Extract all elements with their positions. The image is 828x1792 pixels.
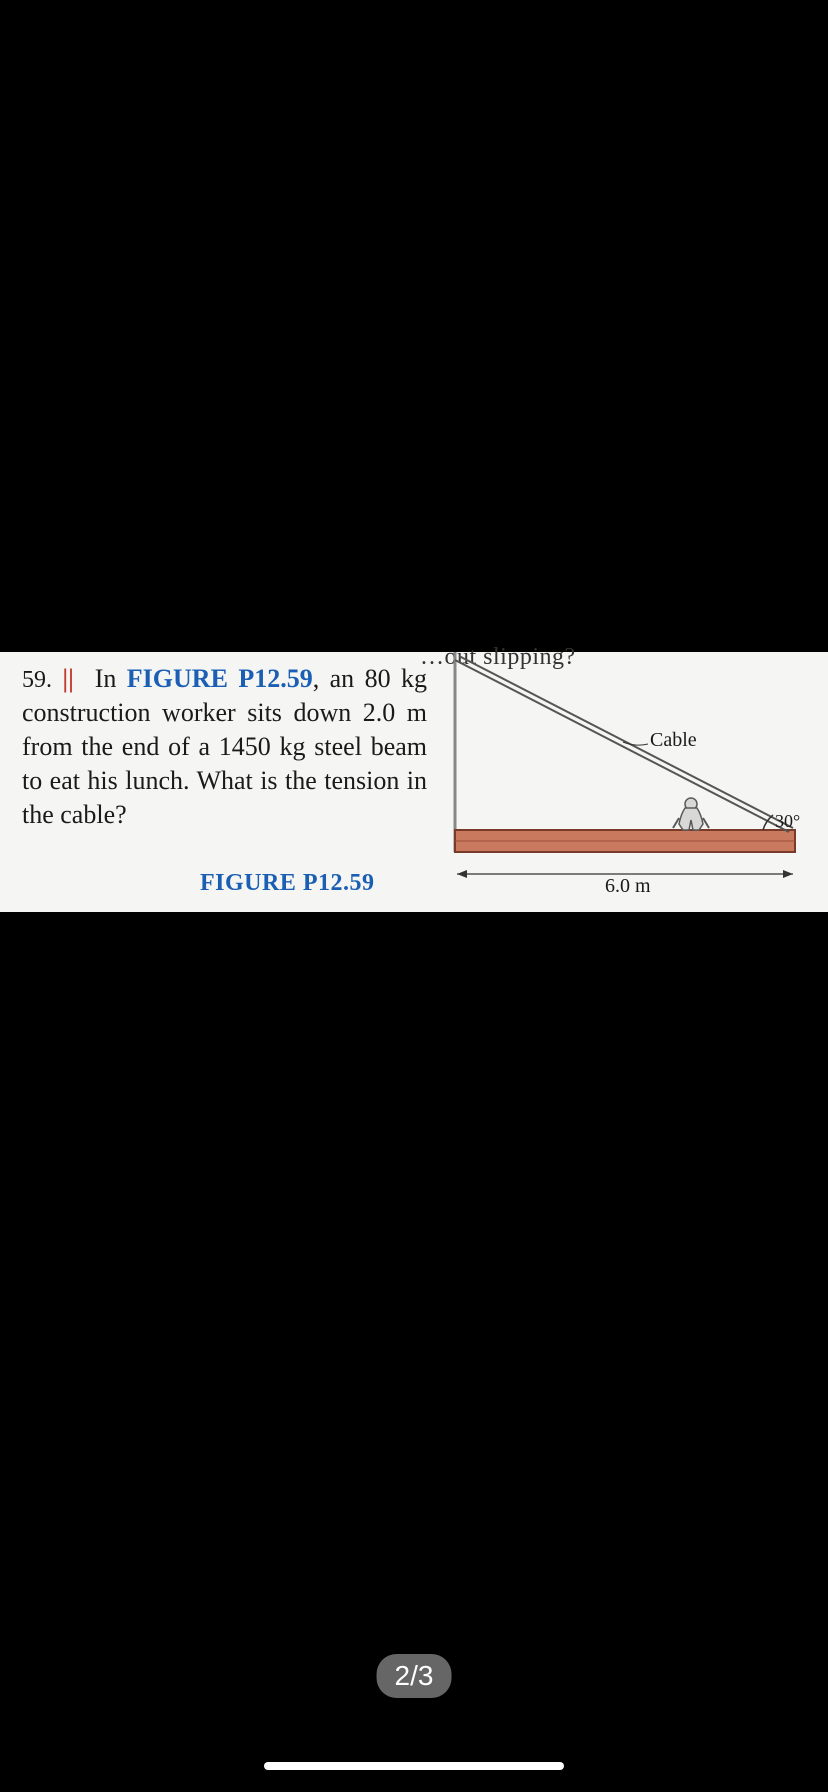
problem-text: 59. || In FIGURE P12.59, an 80 kg constr… (22, 662, 427, 831)
home-indicator[interactable] (264, 1762, 564, 1770)
page-indicator[interactable]: 2/3 (377, 1654, 452, 1698)
dimension-label: 6.0 m (605, 875, 651, 897)
cable-line-1 (459, 656, 793, 828)
dim-arrow-left (457, 870, 467, 878)
problem-intro: In (95, 664, 127, 693)
textbook-content: …out slipping? 59. || In FIGURE P12.59, … (0, 652, 828, 912)
dim-arrow-right (783, 870, 793, 878)
viewport: …out slipping? 59. || In FIGURE P12.59, … (0, 0, 828, 1792)
angle-label: 30° (775, 811, 800, 831)
difficulty-marker: || (62, 664, 73, 693)
figure-svg: 30° Cable 6.0 m (445, 652, 805, 912)
figure-caption: FIGURE P12.59 (200, 870, 375, 897)
figure-reference: FIGURE P12.59 (127, 664, 313, 693)
cable-line-2 (455, 660, 789, 832)
cable-label: Cable (650, 729, 697, 751)
problem-number: 59. (22, 667, 52, 693)
worker-icon (673, 798, 709, 830)
figure-diagram: 30° Cable 6.0 m (445, 652, 805, 912)
